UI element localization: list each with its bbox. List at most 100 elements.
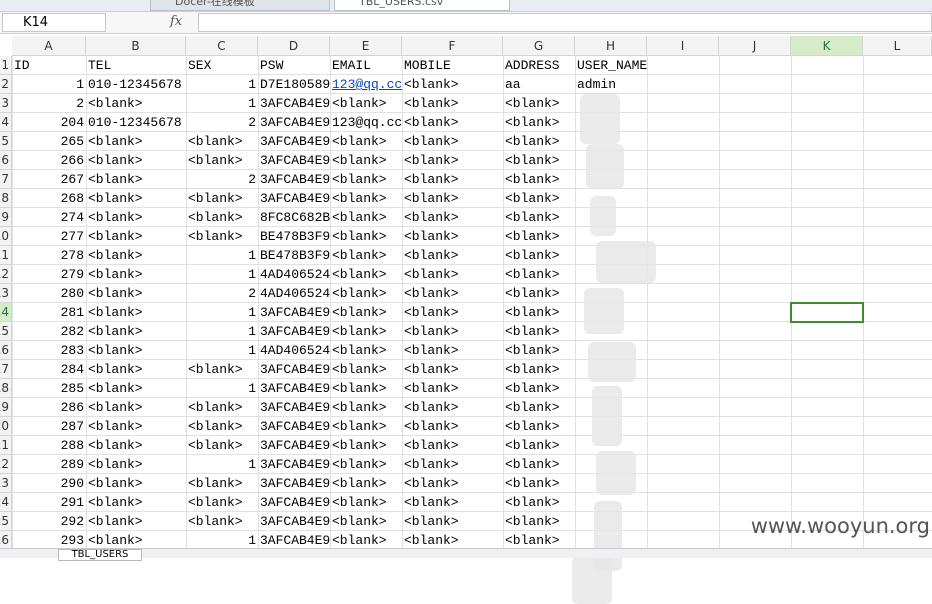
- cell[interactable]: <blank>: [404, 514, 459, 529]
- row-header[interactable]: 20: [0, 417, 12, 436]
- cell[interactable]: 3AFCAB4E9: [260, 495, 330, 510]
- cell[interactable]: <blank>: [404, 229, 459, 244]
- cell[interactable]: 291: [60, 495, 84, 510]
- cell[interactable]: <blank>: [332, 419, 387, 434]
- row-header[interactable]: 10: [0, 227, 12, 246]
- cell[interactable]: 1: [248, 305, 256, 320]
- row-header[interactable]: 17: [0, 360, 12, 379]
- row-header[interactable]: 12: [0, 265, 12, 284]
- cell[interactable]: BE478B3F9: [260, 248, 330, 263]
- column-header[interactable]: H: [575, 36, 647, 56]
- cell[interactable]: 281: [60, 305, 84, 320]
- cell[interactable]: <blank>: [404, 324, 459, 339]
- cell[interactable]: 3AFCAB4E9: [260, 134, 330, 149]
- cell[interactable]: <blank>: [88, 381, 143, 396]
- row-header[interactable]: 11: [0, 246, 12, 265]
- cell[interactable]: <blank>: [88, 514, 143, 529]
- cell[interactable]: <blank>: [88, 400, 143, 415]
- cell[interactable]: <blank>: [88, 305, 143, 320]
- cell[interactable]: <blank>: [505, 514, 560, 529]
- cell[interactable]: <blank>: [505, 495, 560, 510]
- tab[interactable]: TBL_USERS.csv: [334, 0, 510, 11]
- cell[interactable]: <blank>: [332, 286, 387, 301]
- cell[interactable]: 3AFCAB4E9: [260, 362, 330, 377]
- cell[interactable]: 010-12345678: [88, 115, 182, 130]
- cell[interactable]: PSW: [260, 58, 284, 73]
- column-header[interactable]: E: [330, 36, 402, 56]
- cell[interactable]: <blank>: [332, 191, 387, 206]
- cell[interactable]: 1: [248, 457, 256, 472]
- cell[interactable]: <blank>: [332, 495, 387, 510]
- cell[interactable]: <blank>: [88, 248, 143, 263]
- row-header[interactable]: 3: [0, 94, 12, 113]
- cell[interactable]: <blank>: [188, 210, 243, 225]
- row-header[interactable]: 13: [0, 284, 12, 303]
- cell[interactable]: <blank>: [505, 134, 560, 149]
- cell[interactable]: <blank>: [404, 343, 459, 358]
- cell[interactable]: <blank>: [505, 96, 560, 111]
- cell[interactable]: <blank>: [88, 153, 143, 168]
- row-header[interactable]: 22: [0, 455, 12, 474]
- cell[interactable]: USER_NAME: [577, 58, 647, 73]
- row-header[interactable]: 25: [0, 512, 12, 531]
- cell[interactable]: <blank>: [505, 419, 560, 434]
- cell[interactable]: <blank>: [88, 476, 143, 491]
- cell[interactable]: <blank>: [188, 514, 243, 529]
- cell[interactable]: 3AFCAB4E9: [260, 476, 330, 491]
- cell[interactable]: <blank>: [88, 362, 143, 377]
- cell[interactable]: admin: [577, 77, 617, 92]
- cell[interactable]: <blank>: [188, 153, 243, 168]
- cell[interactable]: 1: [248, 96, 256, 111]
- cell[interactable]: 4AD406524: [260, 267, 330, 282]
- column-header[interactable]: J: [719, 36, 791, 56]
- cell[interactable]: <blank>: [404, 134, 459, 149]
- cell[interactable]: <blank>: [188, 495, 243, 510]
- cell[interactable]: <blank>: [332, 267, 387, 282]
- cell[interactable]: 290: [60, 476, 84, 491]
- row-header[interactable]: 7: [0, 170, 12, 189]
- cell[interactable]: 123@qq.cc: [332, 77, 402, 92]
- cell[interactable]: <blank>: [404, 305, 459, 320]
- cell[interactable]: <blank>: [88, 495, 143, 510]
- cell[interactable]: 282: [60, 324, 84, 339]
- cell[interactable]: <blank>: [505, 400, 560, 415]
- column-header[interactable]: K: [791, 36, 863, 56]
- cell[interactable]: <blank>: [505, 286, 560, 301]
- cell[interactable]: 3AFCAB4E9: [260, 191, 330, 206]
- cell[interactable]: <blank>: [188, 438, 243, 453]
- cell[interactable]: <blank>: [188, 476, 243, 491]
- cell[interactable]: <blank>: [505, 115, 560, 130]
- cell[interactable]: <blank>: [332, 457, 387, 472]
- column-header[interactable]: C: [186, 36, 258, 56]
- cell[interactable]: 3AFCAB4E9: [260, 514, 330, 529]
- cell[interactable]: ID: [14, 58, 30, 73]
- cell[interactable]: <blank>: [505, 153, 560, 168]
- cell[interactable]: <blank>: [88, 267, 143, 282]
- cell[interactable]: <blank>: [332, 476, 387, 491]
- cell[interactable]: <blank>: [332, 248, 387, 263]
- column-header[interactable]: B: [86, 36, 186, 56]
- cell[interactable]: 3AFCAB4E9: [260, 381, 330, 396]
- cell[interactable]: 3AFCAB4E9: [260, 400, 330, 415]
- cell[interactable]: 1: [248, 267, 256, 282]
- row-header[interactable]: 15: [0, 322, 12, 341]
- cell[interactable]: 265: [60, 134, 84, 149]
- cell[interactable]: 010-12345678: [88, 77, 182, 92]
- cell[interactable]: 1: [248, 343, 256, 358]
- cell[interactable]: <blank>: [88, 419, 143, 434]
- cell[interactable]: <blank>: [505, 210, 560, 225]
- row-header[interactable]: 5: [0, 132, 12, 151]
- cell[interactable]: SEX: [188, 58, 212, 73]
- cell[interactable]: 4AD406524: [260, 286, 330, 301]
- cell[interactable]: <blank>: [404, 191, 459, 206]
- cell[interactable]: <blank>: [505, 267, 560, 282]
- column-header[interactable]: F: [402, 36, 503, 56]
- cell[interactable]: <blank>: [505, 362, 560, 377]
- cell[interactable]: <blank>: [88, 210, 143, 225]
- name-box[interactable]: K14: [2, 13, 106, 32]
- cell[interactable]: <blank>: [404, 77, 459, 92]
- row-header[interactable]: 19: [0, 398, 12, 417]
- cell[interactable]: 8FC8C682B: [260, 210, 330, 225]
- cell[interactable]: <blank>: [332, 324, 387, 339]
- cell[interactable]: 3AFCAB4E9: [260, 324, 330, 339]
